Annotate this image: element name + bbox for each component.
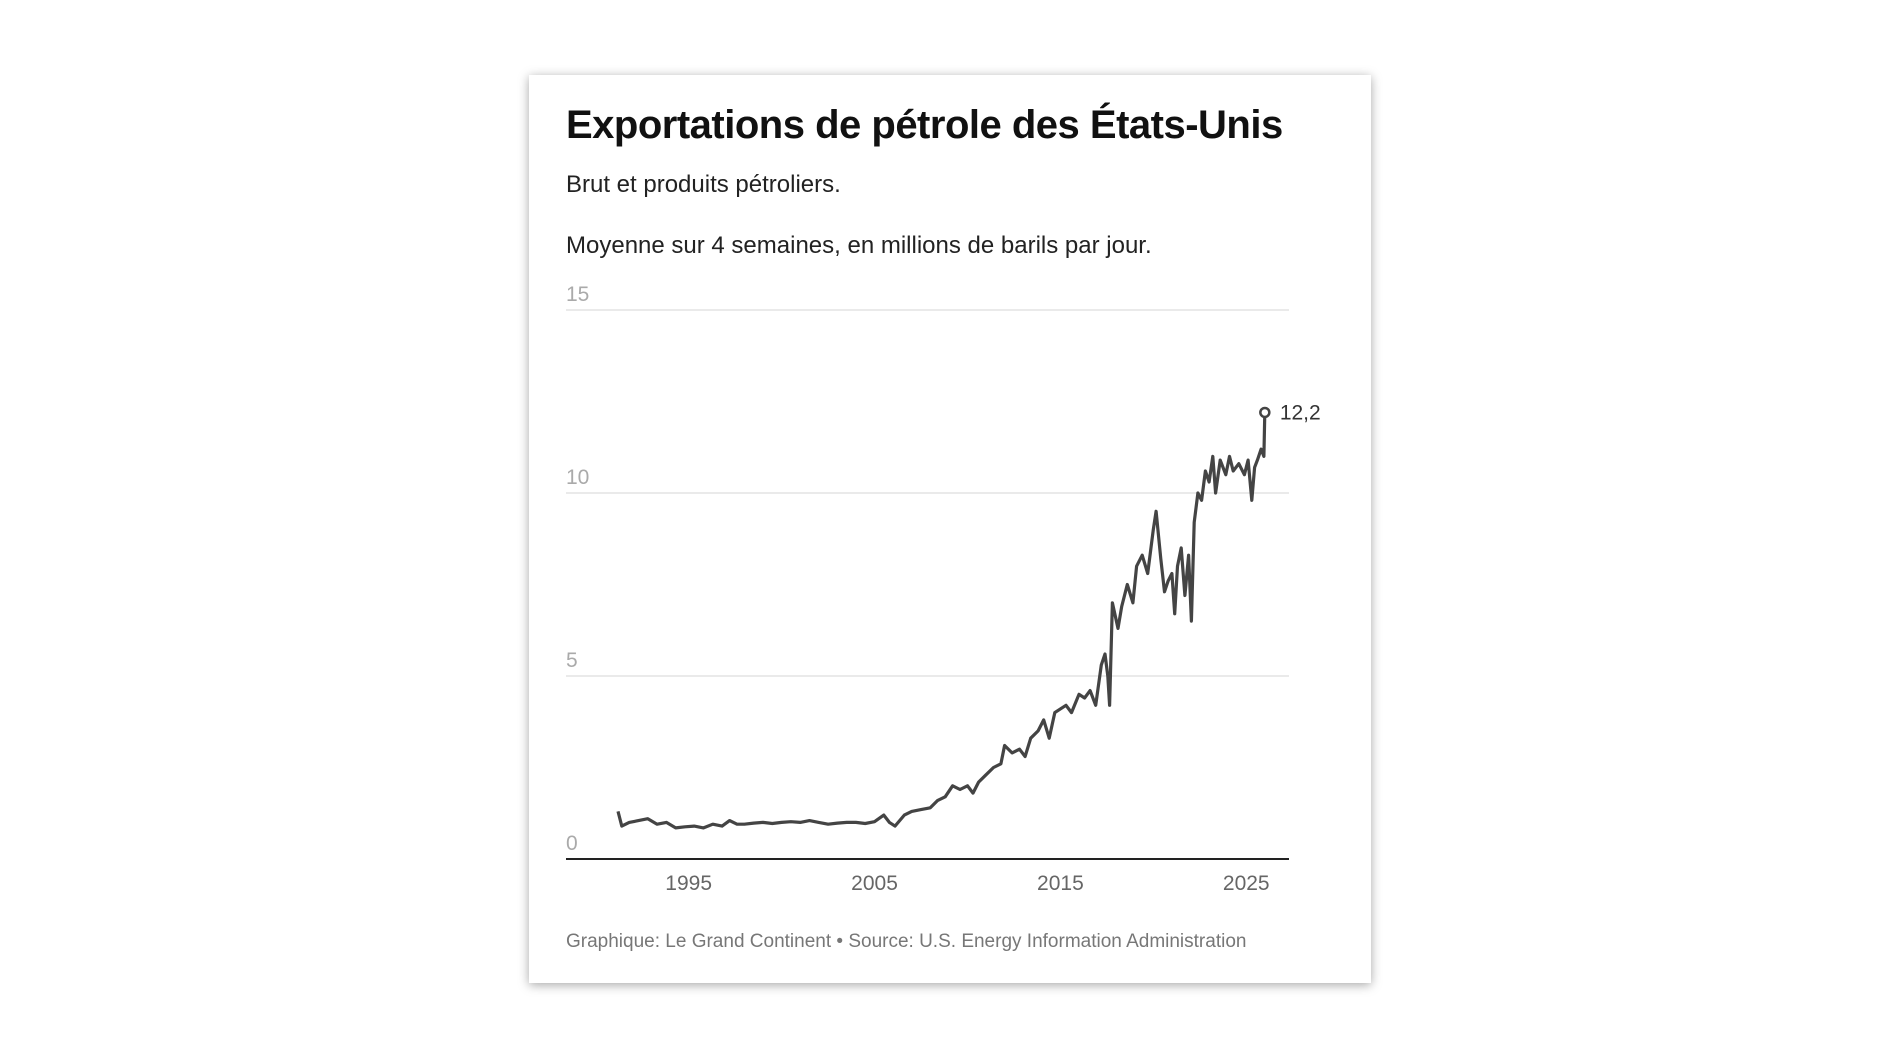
endpoint-marker <box>1259 406 1271 419</box>
x-tick-label: 1995 <box>665 872 712 895</box>
chart-title: Exportations de pétrole des États-Unis <box>566 103 1283 147</box>
x-tick-label: 2025 <box>1223 872 1270 895</box>
y-tick-label: 0 <box>566 832 578 855</box>
y-tick-label: 5 <box>566 649 578 672</box>
y-tick-label: 15 <box>566 283 589 306</box>
series-line <box>616 412 1267 830</box>
chart-note: Moyenne sur 4 semaines, en millions de b… <box>566 232 1152 259</box>
x-tick-label: 2005 <box>851 872 898 895</box>
chart-card: Exportations de pétrole des États-Unis B… <box>529 75 1371 983</box>
endpoint-label: 12,2 <box>1280 401 1321 424</box>
chart-source: Graphique: Le Grand Continent • Source: … <box>566 931 1247 952</box>
chart-subtitle: Brut et produits pétroliers. <box>566 171 841 198</box>
x-tick-label: 2015 <box>1037 872 1084 895</box>
y-tick-label: 10 <box>566 466 589 489</box>
